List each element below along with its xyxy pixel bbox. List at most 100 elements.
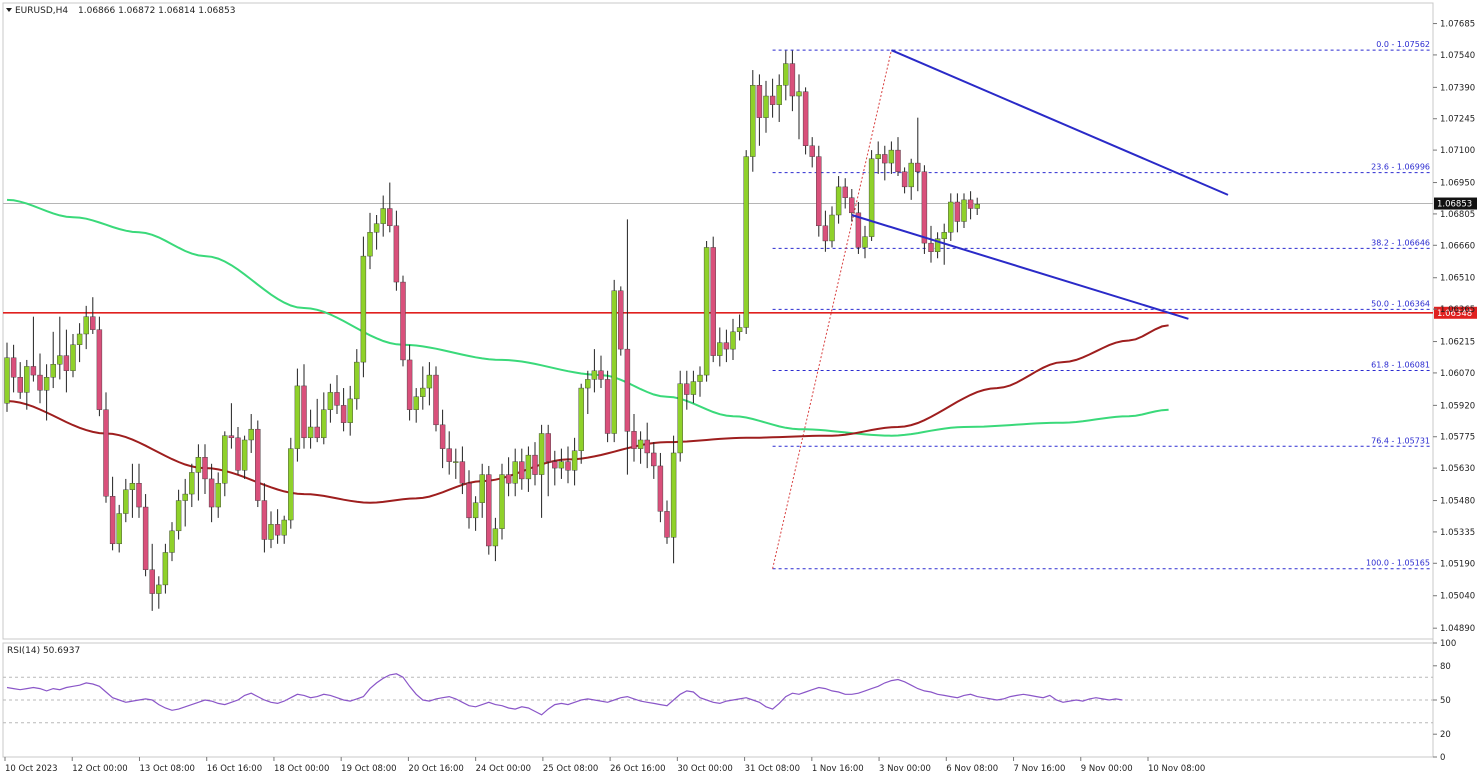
candle-body <box>684 383 690 395</box>
collapse-triangle-icon[interactable] <box>6 8 12 12</box>
candle-body <box>565 461 571 471</box>
candle-body <box>499 474 505 529</box>
candle <box>70 333 76 378</box>
candle <box>156 576 162 609</box>
candle-body <box>142 506 149 570</box>
candle <box>255 420 261 508</box>
candle <box>835 176 842 224</box>
candle-body <box>538 433 545 475</box>
candle-body <box>776 85 782 105</box>
fib-level-label: 0.0 - 1.07562 <box>1376 40 1430 49</box>
candle <box>433 366 439 432</box>
candle <box>783 50 789 101</box>
rsi-tick-label: 20 <box>1440 730 1451 740</box>
candle <box>367 212 373 270</box>
candle-body <box>697 374 703 382</box>
candle <box>901 167 908 194</box>
candle-body <box>664 511 670 538</box>
candle <box>459 446 466 495</box>
price-tick-label: 1.06070 <box>1440 369 1475 379</box>
time-tick-label: 7 Nov 16:00 <box>1014 764 1066 774</box>
candle-body <box>103 409 109 497</box>
candle <box>710 236 716 363</box>
candle <box>479 463 485 518</box>
candle-body <box>921 171 928 244</box>
candle <box>954 193 961 233</box>
candle-body <box>578 387 584 451</box>
candle <box>868 150 875 241</box>
candle-body <box>4 357 10 404</box>
price-tick-label: 1.06510 <box>1440 274 1475 284</box>
candle <box>360 236 367 378</box>
candle <box>340 388 347 432</box>
candle <box>967 191 974 220</box>
candle <box>789 50 796 112</box>
candle-body <box>479 474 485 503</box>
fibonacci-layer: 0.0 - 1.07562 23.6 - 1.06996 38.2 - 1.0664… <box>3 40 1477 570</box>
candle <box>816 145 822 237</box>
candle-body <box>70 344 76 371</box>
candle <box>420 366 426 410</box>
rsi-tick-label: 80 <box>1440 662 1451 672</box>
candle-body <box>743 156 749 328</box>
candle <box>697 366 703 397</box>
candle <box>571 437 578 486</box>
candle <box>327 383 334 423</box>
candle <box>538 424 545 518</box>
time-tick-label: 10 Oct 2023 <box>5 764 58 774</box>
candle-body <box>453 461 459 463</box>
candle <box>10 344 17 393</box>
candle <box>618 286 624 356</box>
candle <box>314 398 320 443</box>
candle-body <box>703 247 710 376</box>
candle-body <box>809 145 815 157</box>
candle <box>578 383 584 464</box>
candle-body <box>327 392 334 410</box>
candle-body <box>228 435 235 439</box>
candle-body <box>321 409 327 439</box>
candle-body <box>769 95 776 105</box>
candle <box>274 509 281 544</box>
candle-body <box>862 236 868 248</box>
candle <box>202 444 208 495</box>
candle <box>875 141 881 174</box>
candle-body <box>816 156 822 227</box>
candle <box>334 375 340 415</box>
rsi-tick-label: 50 <box>1440 696 1451 706</box>
candle-body <box>413 396 419 410</box>
candle-body <box>644 439 650 454</box>
candles-layer <box>4 50 980 611</box>
candle <box>684 370 690 410</box>
price-tick-label: 1.07540 <box>1440 51 1475 61</box>
candle-body <box>387 208 393 227</box>
candle <box>248 414 254 453</box>
candle <box>723 329 730 363</box>
time-tick-label: 16 Oct 16:00 <box>207 764 262 774</box>
candle-body <box>967 199 974 209</box>
fib-level-label: 61.8 - 1.06081 <box>1371 361 1430 370</box>
candle <box>387 182 393 233</box>
candle-body <box>961 199 967 222</box>
price-panel-frame <box>2 2 1434 640</box>
candle-body <box>670 452 677 538</box>
time-axis: 10 Oct 2023 12 Oct 00:00 13 Oct 08:00 16 Oc… <box>4 757 1205 774</box>
candle <box>525 446 532 492</box>
candle-body <box>189 472 195 495</box>
candle <box>717 327 723 367</box>
candle-body <box>928 242 934 252</box>
candle-body <box>334 392 340 406</box>
candle-body <box>301 385 307 439</box>
candle-body <box>875 154 881 159</box>
candle <box>268 511 274 549</box>
time-tick-label: 19 Oct 08:00 <box>341 764 396 774</box>
candle <box>882 145 888 181</box>
price-tick-label: 1.07245 <box>1440 115 1475 125</box>
candle-body <box>624 348 631 432</box>
candle-body <box>169 530 175 553</box>
candle-body <box>868 158 875 237</box>
candle-body <box>90 316 96 330</box>
candle-body <box>307 426 314 439</box>
candle-body <box>400 281 406 361</box>
rsi-label: RSI(14) 50.6937 <box>7 646 80 656</box>
